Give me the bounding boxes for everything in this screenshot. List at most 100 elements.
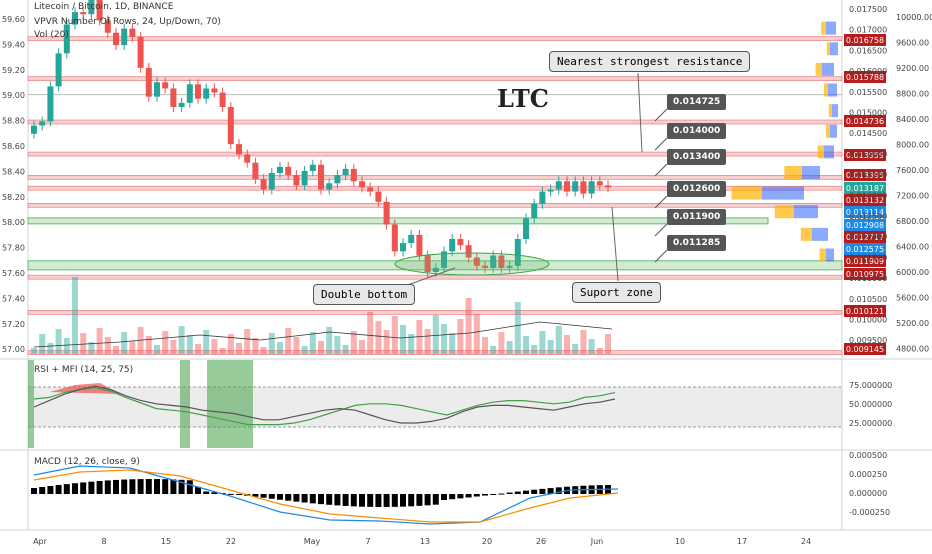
level-label: 0.014725: [667, 94, 727, 110]
volume-bar: [309, 332, 316, 354]
candle-body: [531, 203, 538, 219]
candle-body: [170, 88, 177, 107]
candle-body: [473, 257, 480, 266]
support-callout: Suport zone: [572, 282, 661, 303]
candle-body: [227, 107, 234, 145]
macd-histogram-bar: [145, 479, 152, 494]
time-axis-label: 15: [161, 537, 171, 546]
candle-body: [506, 265, 513, 268]
left-axis-label: 58.20: [2, 193, 25, 202]
price-axis-label: 0.017500: [849, 5, 887, 14]
price-tag: 0.016758: [846, 36, 884, 45]
volume-bar: [465, 298, 472, 354]
level-leader: [654, 223, 668, 237]
candle-body: [572, 181, 579, 192]
macd-pane: 0.000500 0.000250 0.000000 -0.000250: [31, 451, 890, 525]
volume-bar: [219, 348, 226, 354]
left-axis-label: 59.20: [2, 66, 25, 75]
macd-histogram-bar: [547, 488, 554, 494]
candle-body: [219, 92, 226, 107]
vpvr-legend: VPVR Number Of Rows, 24, Up/Down, 70): [34, 17, 221, 27]
volume-bar: [104, 337, 111, 354]
price-tag: 0.012908: [846, 221, 884, 230]
vpvr-down-bar: [830, 124, 837, 138]
vpvr-down-bar: [822, 62, 834, 76]
price-tag-box: [844, 34, 886, 46]
price-tag: 0.013959: [846, 151, 884, 160]
macd-histogram-bar: [301, 494, 308, 503]
volume-axis-label: 5600.00: [896, 294, 929, 303]
macd-histogram-bar: [383, 494, 390, 507]
macd-histogram-bar: [137, 479, 144, 494]
volume-axis-label: 8000.00: [896, 141, 929, 150]
volume-bar: [293, 337, 300, 354]
price-tag-box: [844, 268, 886, 280]
support-arrow: [611, 206, 619, 282]
vpvr-down-bar: [812, 227, 828, 241]
signal-line: [33, 469, 619, 523]
vpvr-up-bar: [817, 145, 824, 159]
resistance-band: [27, 119, 843, 125]
macd-histogram-bar: [47, 486, 54, 494]
macd-histogram-bar: [80, 482, 87, 494]
macd-histogram-bar: [498, 493, 505, 495]
candle-body: [350, 168, 357, 182]
level-leader: [654, 249, 668, 263]
volume-bar: [285, 328, 292, 354]
volume-bar: [227, 334, 234, 354]
resistance-band: [27, 36, 843, 41]
volume-bar: [80, 333, 87, 354]
price-tag: 0.009145: [846, 345, 884, 354]
vpvr-up-bar: [826, 124, 830, 138]
price-axis-label: 0.014500: [849, 129, 887, 138]
candle-body: [318, 164, 324, 190]
ltc-title: LTC: [497, 84, 549, 113]
candle-body: [178, 102, 185, 107]
volume-bar: [178, 326, 185, 354]
candle-body: [80, 12, 87, 15]
price-tag-box: [844, 169, 886, 181]
left-axis-label: 58.80: [2, 117, 25, 126]
candle-body: [367, 187, 374, 192]
candle-body: [88, 0, 95, 15]
price-tag-box: [844, 305, 886, 317]
price-tag: 0.011909: [846, 257, 884, 266]
volume-bar: [400, 325, 406, 354]
rsi-series-line: [33, 387, 616, 426]
resistance-band: [27, 310, 843, 315]
volume-bar: [88, 342, 95, 354]
price-tag-box: [844, 206, 886, 218]
candle-body: [605, 185, 611, 188]
candle-body: [400, 243, 406, 252]
macd-histogram-bar: [236, 494, 242, 495]
macd-histogram-bar: [203, 491, 210, 494]
candle-body: [342, 168, 349, 176]
volume-legend: Vol (20): [34, 30, 69, 40]
candle-body: [383, 201, 390, 225]
price-tag-box: [844, 194, 886, 206]
double-bottom-ellipse: [394, 252, 550, 276]
volume-bar: [375, 321, 382, 354]
vpvr-down-bar: [826, 21, 836, 35]
volume-profile: [731, 21, 838, 262]
price-axis-label: 0.015000: [849, 109, 887, 118]
macd-histogram-bar: [154, 479, 160, 494]
volume-bar: [162, 331, 169, 354]
macd-histogram-bar: [113, 479, 119, 494]
candle-body: [547, 189, 554, 192]
time-axis-label: 20: [482, 537, 492, 546]
candle-body: [162, 82, 169, 89]
candle-body: [186, 84, 193, 103]
left-axis-label: 59.40: [2, 40, 25, 49]
price-tag-box: [844, 219, 886, 231]
macd-histogram-bar: [162, 479, 169, 494]
macd-histogram-bar: [104, 480, 111, 494]
resistance-callout: Nearest strongest resistance: [549, 51, 751, 72]
candle-body: [47, 86, 54, 122]
volume-axis-label: 5200.00: [896, 319, 929, 328]
macd-axis-label: -0.000250: [849, 508, 890, 517]
price-axis-label: 0.015500: [849, 88, 887, 97]
vpvr-down-bar: [794, 205, 818, 219]
volume-bar: [432, 315, 439, 354]
volume-bar: [55, 329, 62, 354]
